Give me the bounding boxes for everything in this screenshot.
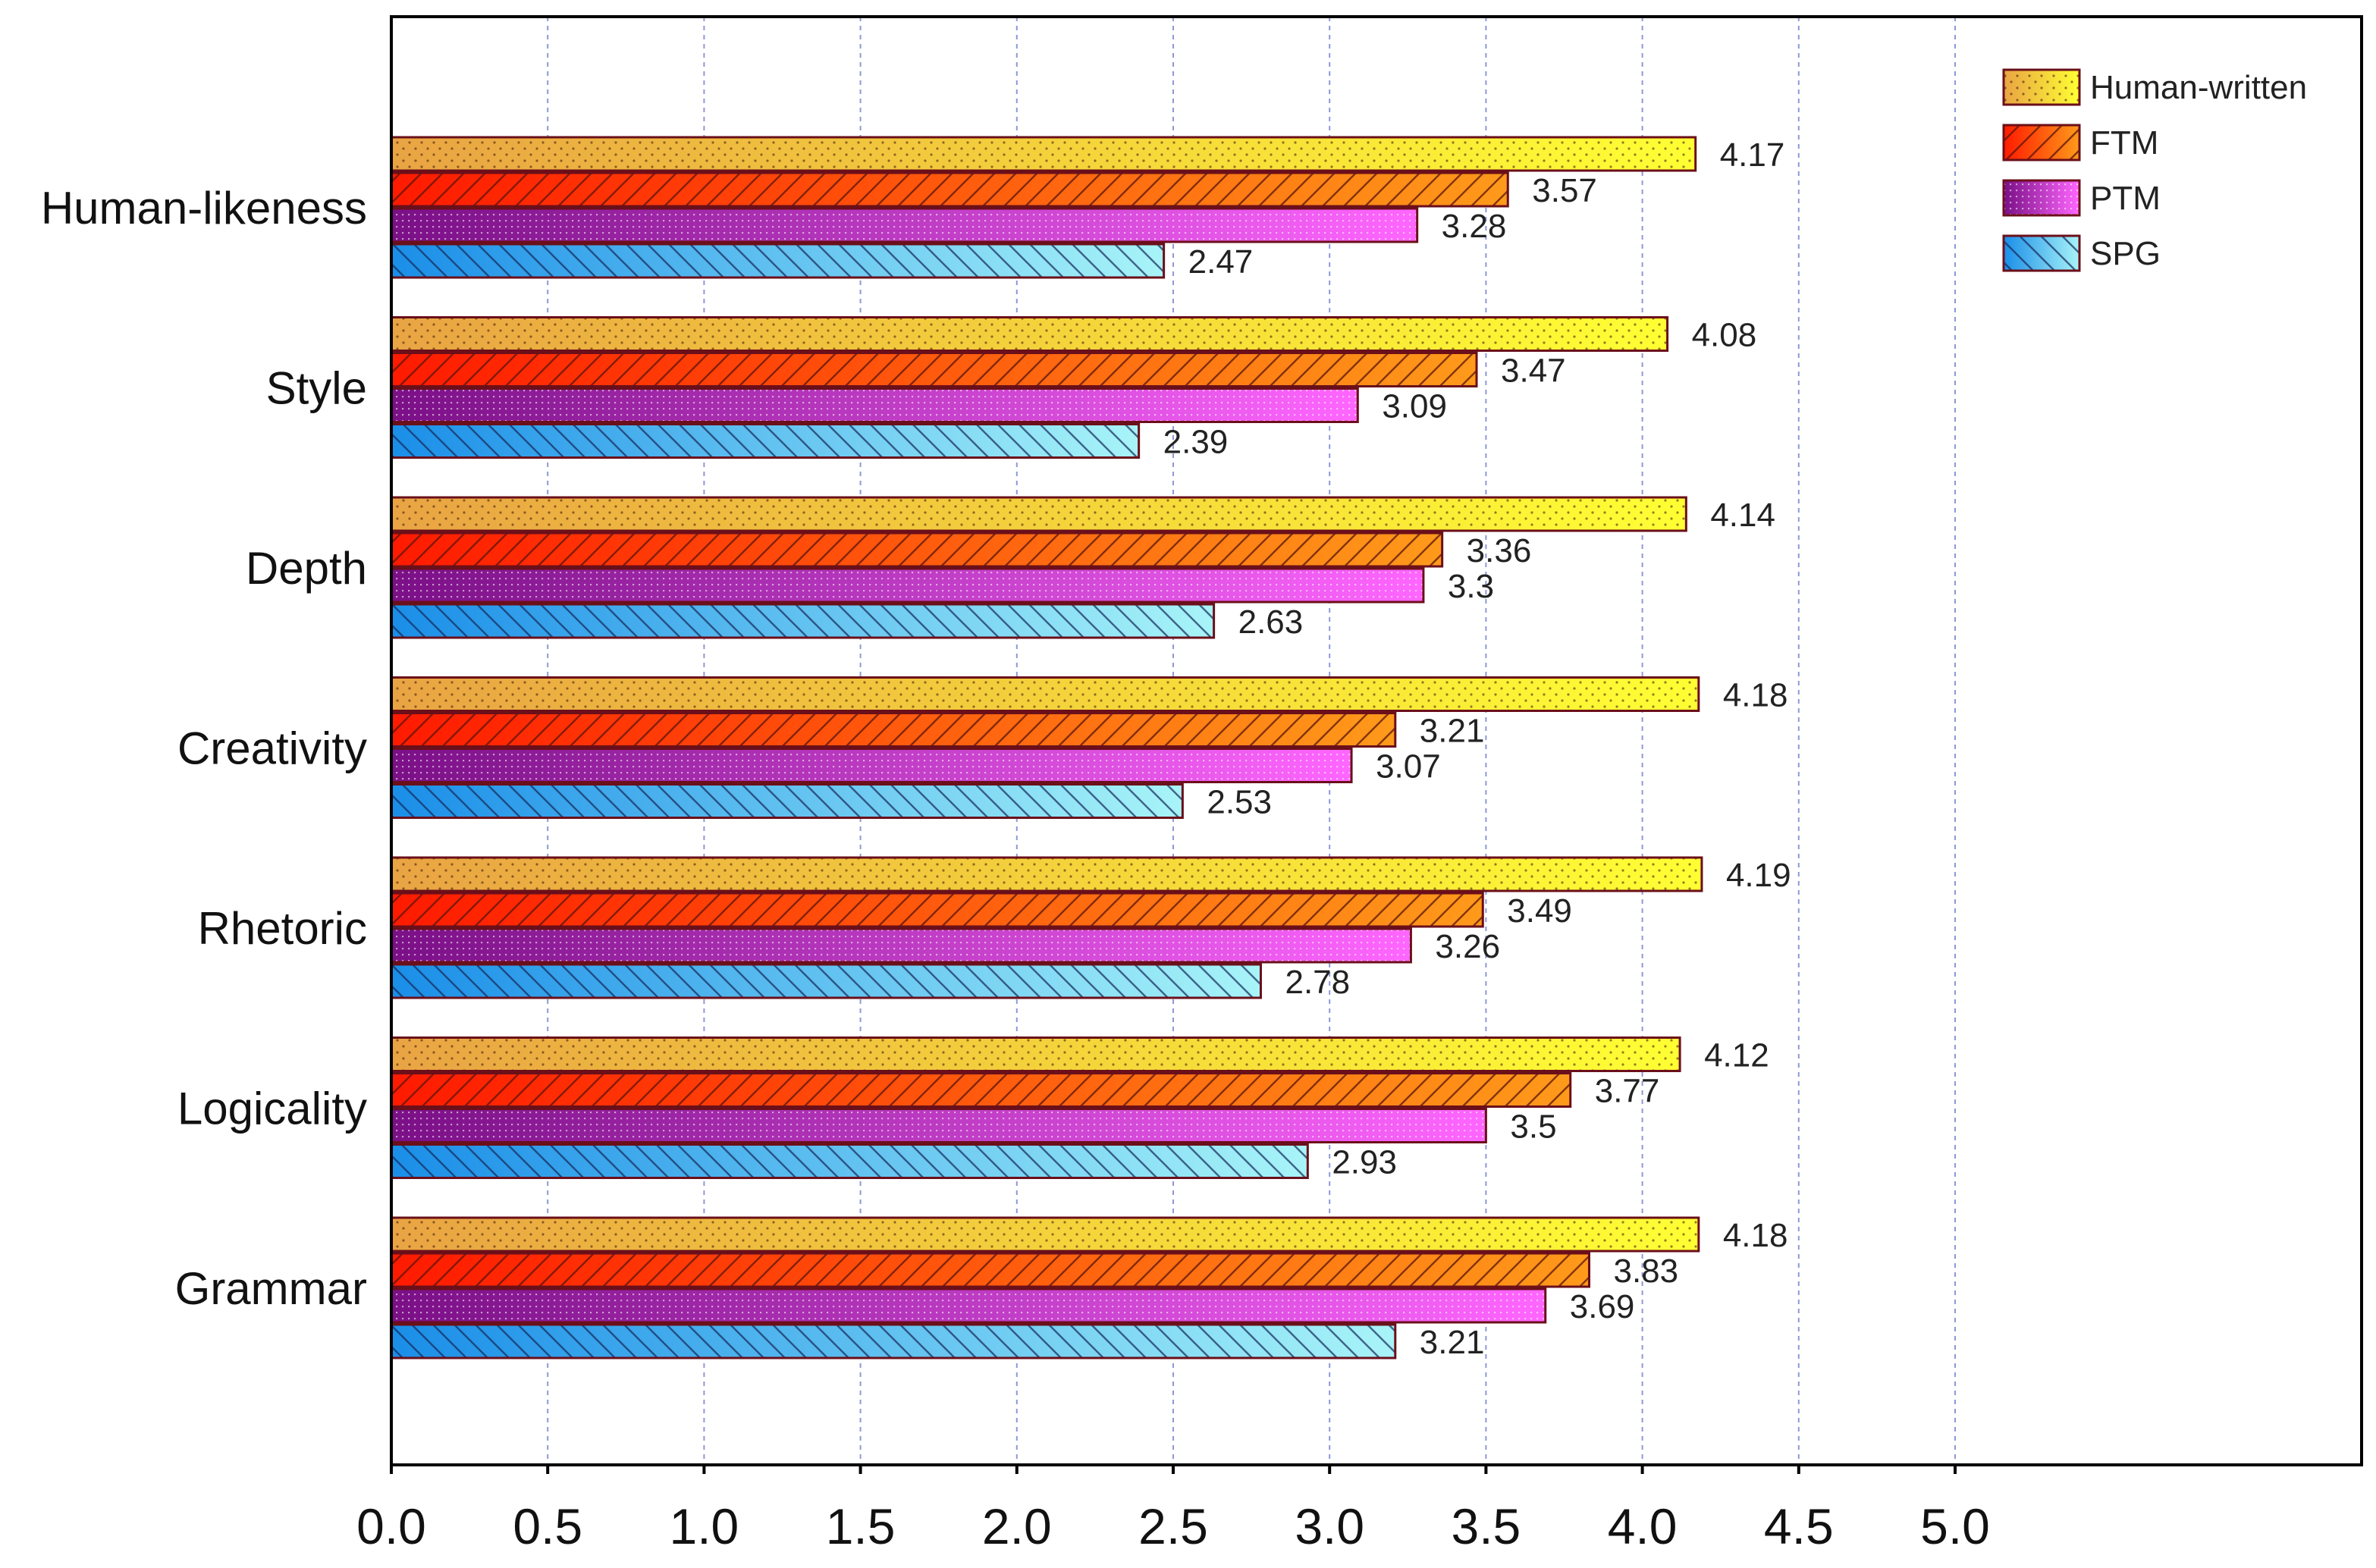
data-label-ftm-rhetoric: 3.49: [1507, 892, 1572, 930]
data-label-ptm-creativity: 3.07: [1376, 748, 1441, 786]
data-label-ptm-logicality: 3.5: [1510, 1109, 1556, 1146]
data-label-human-written-rhetoric: 4.19: [1726, 857, 1791, 894]
bar-pattern-ptm-style: [390, 387, 1359, 423]
legend-swatch-pattern-spg: [2002, 234, 2081, 272]
tick-label-5.0: 5.0: [1920, 1498, 1990, 1554]
bars: 4.17 3.57 3.28 2.47 4.08 3.47 3.09 2.39 4.14 3.36…: [390, 136, 1791, 1361]
data-label-ftm-style: 3.47: [1501, 353, 1566, 390]
tick-label-4.5: 4.5: [1764, 1498, 1834, 1554]
bar-pattern-ftm-rhetoric: [390, 892, 1484, 928]
bar-pattern-human-written-creativity: [390, 676, 1700, 712]
tick-label-1.0: 1.0: [670, 1498, 739, 1554]
bar-group-creativity: 4.18 3.213.07 2.53: [390, 676, 1788, 821]
data-label-ptm-style: 3.09: [1382, 388, 1447, 425]
tick-label-0.5: 0.5: [513, 1498, 582, 1554]
category-label-human-likeness: Human-likeness: [41, 183, 367, 234]
data-label-human-written-grammar: 4.18: [1723, 1217, 1788, 1254]
data-label-ftm-human-likeness: 3.57: [1532, 172, 1597, 209]
category-label-creativity: Creativity: [177, 723, 367, 774]
legend-item-spg: SPG: [2002, 234, 2161, 272]
tick-label-3.5: 3.5: [1452, 1498, 1521, 1554]
bar-pattern-human-written-style: [390, 316, 1669, 352]
data-label-ptm-human-likeness: 3.28: [1442, 208, 1507, 245]
data-label-human-written-logicality: 4.12: [1704, 1037, 1769, 1074]
bar-pattern-spg-human-likeness: [390, 243, 1166, 279]
bar-pattern-ptm-human-likeness: [390, 207, 1419, 243]
bar-group-logicality: 4.12 3.77 3.5 2.93: [390, 1036, 1769, 1181]
category-label-grammar: Grammar: [175, 1263, 367, 1314]
legend-label-spg: SPG: [2090, 235, 2161, 272]
plot-area-frame: [390, 15, 2363, 1466]
x-axis-ticks: 0.0 0.5 1.0 1.5 2.0 2.5 3.0 3.5 4.0 4.5 5.0: [356, 1465, 1990, 1554]
legend-item-human-written: Human-written: [2002, 68, 2307, 106]
bar-pattern-spg-logicality: [390, 1143, 1309, 1179]
bar-pattern-ptm-grammar: [390, 1287, 1547, 1324]
bar-group-depth: 4.14 3.363.3 2.63: [390, 496, 1775, 641]
category-label-depth: Depth: [246, 543, 367, 594]
data-label-human-written-creativity: 4.18: [1723, 677, 1788, 714]
tick-label-4.0: 4.0: [1608, 1498, 1678, 1554]
bar-pattern-spg-depth: [390, 603, 1216, 639]
data-label-spg-depth: 2.63: [1238, 604, 1304, 641]
data-label-ptm-grammar: 3.69: [1570, 1288, 1635, 1325]
bar-pattern-ptm-depth: [390, 567, 1425, 604]
bar-pattern-ftm-grammar: [390, 1252, 1590, 1288]
tick-label-3.0: 3.0: [1295, 1498, 1364, 1554]
legend-label-ptm: PTM: [2090, 180, 2161, 217]
legend-swatch-pattern-human-written: [2002, 68, 2081, 106]
data-label-human-written-depth: 4.14: [1710, 497, 1775, 534]
bar-group-grammar: 4.18 3.833.69 3.21: [390, 1216, 1788, 1361]
bar-pattern-ptm-logicality: [390, 1108, 1487, 1143]
bar-pattern-human-written-rhetoric: [390, 856, 1703, 892]
data-label-ptm-rhetoric: 3.26: [1435, 928, 1500, 965]
bar-pattern-spg-rhetoric: [390, 963, 1262, 999]
data-label-human-written-style: 4.08: [1692, 317, 1757, 354]
bar-pattern-ptm-rhetoric: [390, 927, 1412, 964]
data-label-human-written-human-likeness: 4.17: [1720, 136, 1785, 174]
category-labels: Human-likeness Style Depth Creativity Rhetor…: [41, 183, 367, 1314]
category-label-style: Style: [266, 363, 367, 414]
bar-pattern-ftm-depth: [390, 532, 1444, 568]
legend-swatch-pattern-ftm: [2002, 124, 2081, 162]
data-label-spg-rhetoric: 2.78: [1285, 964, 1350, 1001]
data-label-ftm-logicality: 3.77: [1595, 1073, 1660, 1110]
bar-pattern-ftm-human-likeness: [390, 171, 1509, 208]
legend-swatch-pattern-ptm: [2002, 179, 2081, 217]
bar-pattern-human-written-grammar: [390, 1216, 1700, 1253]
bar-pattern-human-written-logicality: [390, 1036, 1681, 1072]
data-label-ftm-creativity: 3.21: [1420, 713, 1485, 750]
data-label-ftm-depth: 3.36: [1467, 532, 1532, 569]
data-label-ftm-grammar: 3.83: [1613, 1253, 1678, 1290]
data-label-spg-grammar: 3.21: [1420, 1324, 1485, 1361]
category-label-logicality: Logicality: [177, 1083, 367, 1134]
tick-label-0.0: 0.0: [356, 1498, 426, 1554]
category-label-rhetoric: Rhetoric: [198, 903, 367, 954]
bar-pattern-spg-style: [390, 423, 1141, 459]
tick-label-2.5: 2.5: [1138, 1498, 1208, 1554]
bar-pattern-spg-grammar: [390, 1323, 1397, 1359]
bar-group-human-likeness: 4.17 3.57 3.28 2.47: [390, 136, 1785, 281]
data-label-ptm-depth: 3.3: [1448, 568, 1494, 605]
bar-pattern-ftm-style: [390, 352, 1478, 387]
legend-item-ftm: FTM: [2002, 124, 2158, 162]
legend-item-ptm: PTM: [2002, 179, 2161, 217]
tick-label-1.5: 1.5: [826, 1498, 896, 1554]
bar-pattern-ftm-creativity: [390, 712, 1397, 748]
data-label-spg-creativity: 2.53: [1207, 784, 1272, 821]
bar-pattern-spg-creativity: [390, 783, 1184, 819]
bar-pattern-ftm-logicality: [390, 1072, 1572, 1108]
data-label-spg-human-likeness: 2.47: [1188, 243, 1254, 281]
data-label-spg-logicality: 2.93: [1332, 1144, 1397, 1181]
legend-label-ftm: FTM: [2090, 124, 2158, 162]
bar-pattern-human-written-depth: [390, 496, 1687, 532]
legend-label-human-written: Human-written: [2090, 69, 2307, 106]
bar-pattern-ptm-creativity: [390, 748, 1353, 783]
bar-pattern-human-written-human-likeness: [390, 136, 1697, 172]
bar-group-style: 4.08 3.47 3.09 2.39: [390, 316, 1757, 461]
legend: Human-written FTM PTM SPG: [2002, 68, 2307, 272]
bar-group-rhetoric: 4.19 3.493.26 2.78: [390, 856, 1791, 1001]
tick-label-2.0: 2.0: [982, 1498, 1052, 1554]
data-label-spg-style: 2.39: [1163, 424, 1229, 461]
